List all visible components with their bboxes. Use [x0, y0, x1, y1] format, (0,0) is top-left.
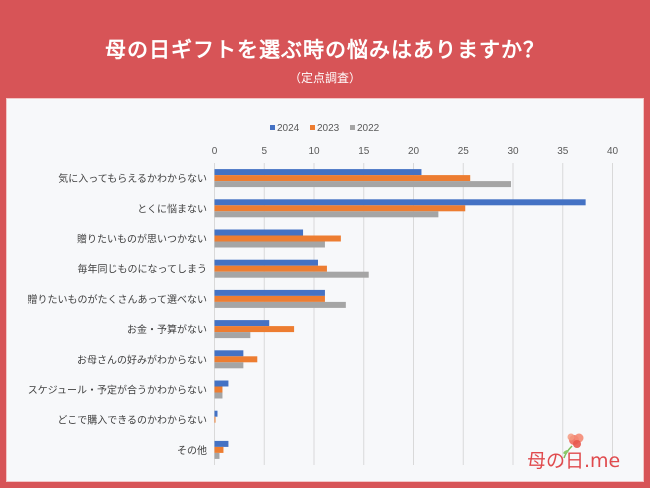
- x-tick-label: 20: [408, 146, 420, 157]
- bar-2022: [214, 211, 439, 218]
- bar-2022: [214, 452, 220, 459]
- bar-2023: [214, 205, 466, 212]
- bar-2022: [214, 241, 325, 248]
- category-label: 贈りたいものがたくさんあって選べない: [28, 293, 208, 306]
- bar-2023: [214, 326, 295, 333]
- category-label: お金・予算がない: [127, 323, 207, 336]
- bar-2023: [214, 356, 258, 363]
- x-tick-label: 40: [607, 146, 619, 157]
- chart-panel: [6, 98, 644, 482]
- chart-title: 母の日ギフトを選ぶ時の悩みはありますか？: [105, 38, 545, 62]
- legend-label-2022: 2022: [357, 123, 380, 134]
- category-label: 贈りたいものが思いつかない: [77, 233, 207, 246]
- category-label: お母さんの好みがわからない: [77, 353, 207, 366]
- category-label: どこで購入できるのかわからない: [58, 414, 208, 427]
- bar-2022: [214, 181, 512, 188]
- bar-2024: [214, 289, 325, 296]
- x-tick-label: 30: [507, 146, 519, 157]
- x-tick-label: 10: [308, 146, 320, 157]
- category-label: 気に入ってもらえるかわからない: [58, 172, 207, 185]
- x-tick-label: 0: [212, 146, 218, 157]
- x-tick-label: 25: [458, 146, 470, 157]
- bar-2023: [214, 295, 325, 302]
- bar-2024: [214, 169, 422, 176]
- brand-logo: [522, 430, 632, 474]
- x-axis-ticks: 0 5 10 15 20 25 30 35 40: [212, 146, 619, 157]
- bar-2023: [214, 446, 224, 453]
- bar-2023: [214, 386, 223, 393]
- carnation-icon: [563, 433, 584, 459]
- bar-2024: [214, 259, 318, 266]
- bar-2023: [214, 235, 341, 242]
- legend-swatch-2023: [310, 125, 315, 130]
- bar-2024: [214, 320, 270, 327]
- bar-2024: [214, 440, 229, 447]
- bar-2024: [214, 199, 586, 206]
- legend-swatch-2022: [350, 125, 355, 130]
- bar-2023: [214, 175, 471, 182]
- bar-2022: [214, 362, 244, 369]
- chart-subtitle: （定点調査）: [288, 71, 361, 85]
- bars: [214, 169, 586, 459]
- category-label: スケジュール・予定が合うかわからない: [28, 384, 207, 397]
- legend: 2024 2023 2022: [270, 123, 380, 134]
- x-tick-label: 35: [557, 146, 569, 157]
- bar-2024: [214, 229, 304, 236]
- bar-2024: [214, 410, 218, 417]
- legend-label-2023: 2023: [317, 123, 340, 134]
- bar-2022: [214, 392, 223, 399]
- bar-2023: [214, 265, 327, 272]
- category-label: 毎年同じものになってしまう: [78, 263, 208, 276]
- bar-2024: [214, 350, 244, 357]
- bar-2022: [214, 301, 346, 308]
- bar-2024: [214, 380, 229, 387]
- x-tick-label: 15: [358, 146, 370, 157]
- bar-2022: [214, 271, 369, 278]
- category-label: その他: [177, 444, 207, 457]
- x-tick-label: 5: [261, 146, 267, 157]
- legend-label-2024: 2024: [277, 123, 300, 134]
- brand-logo-text: 母の日.me: [527, 450, 621, 472]
- bar-2022: [214, 332, 251, 339]
- category-labels: 気に入ってもらえるかわからないとくに悩まない贈りたいものが思いつかない毎年同じも…: [28, 172, 208, 457]
- legend-swatch-2024: [270, 125, 275, 130]
- category-label: とくに悩まない: [137, 202, 207, 215]
- bar-2023: [214, 416, 216, 423]
